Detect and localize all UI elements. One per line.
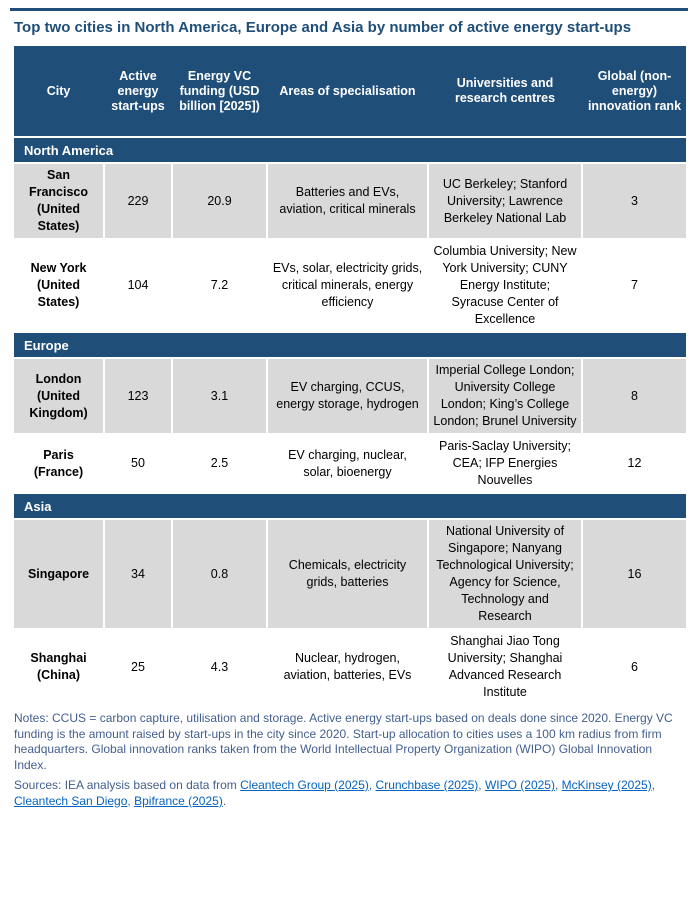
column-header-startups: Active energy start-ups [111, 68, 165, 113]
cell-funding: 20.9 [173, 164, 266, 238]
sources-separator: , [478, 778, 485, 792]
cell-areas: EV charging, CCUS, energy storage, hydro… [268, 359, 427, 433]
section-band: North America [14, 138, 686, 162]
table-row: London (United Kingdom) 123 3.1 EV charging… [14, 359, 686, 433]
sources-separator: , [127, 793, 135, 808]
sources-separator: , [368, 778, 376, 792]
cell-universities: Columbia University; New York University… [433, 244, 577, 326]
cell-startups: 123 [105, 359, 171, 433]
cell-startups: 25 [131, 659, 145, 674]
table-body: North America San Francisco (United State… [14, 138, 686, 704]
cell-city: Singapore [14, 520, 103, 628]
section-band: Europe [14, 333, 686, 357]
cell-startups: 104 [127, 278, 149, 292]
cell-funding: 2.5 [210, 456, 229, 470]
table-row: Shanghai (China) 25 4.3 Nuclear, hydrogen, … [14, 630, 686, 704]
cell-funding: 0.8 [173, 520, 266, 628]
sources-separator: , [554, 778, 562, 792]
table-row: Paris (France) 50 2.5 EV charging, nuclear,… [14, 435, 686, 492]
cell-rank: 7 [631, 278, 638, 292]
cell-areas: EV charging, nuclear, solar, bioenergy [288, 447, 407, 479]
cell-areas: Chemicals, electricity grids, batteries [268, 520, 427, 628]
cell-startups: 34 [105, 520, 171, 628]
table-notes: Notes: CCUS = carbon capture, utilisatio… [14, 711, 673, 772]
page-title: Top two cities in North America, Europe … [14, 19, 632, 36]
section-band: Asia [14, 494, 686, 518]
cell-startups: 229 [105, 164, 171, 238]
title-rule [10, 8, 688, 11]
cell-funding: 7.2 [210, 278, 229, 292]
cell-funding: 4.3 [210, 659, 229, 674]
sources-separator: . [222, 793, 227, 808]
column-header-universities: Universities and research centres [454, 76, 556, 105]
cell-universities: UC Berkeley; Stanford University; Lawren… [429, 164, 581, 238]
source-link[interactable]: WIPO (2025) [484, 778, 555, 792]
cities-table: City Active energy start-ups Energy VC f… [14, 46, 686, 704]
source-link[interactable]: Bpifrance (2025) [134, 793, 223, 808]
source-link[interactable]: Crunchbase (2025) [375, 778, 479, 792]
sources-prefix: Sources: IEA analysis based on data from [14, 778, 241, 792]
cell-city: New York (United States) [30, 261, 87, 309]
column-header-innovation-rank: Global (non-energy) innovation rank [587, 68, 682, 113]
cell-rank: 16 [583, 520, 686, 628]
cell-rank: 6 [631, 659, 638, 674]
column-header-areas: Areas of specialisation [279, 83, 416, 98]
cell-rank: 8 [583, 359, 686, 433]
column-header-vc-funding: Energy VC funding (USD billion [2025]) [179, 68, 260, 113]
cell-universities: National University of Singapore; Nanyan… [429, 520, 581, 628]
source-link[interactable]: McKinsey (2025) [561, 778, 652, 792]
cell-areas: Batteries and EVs, aviation, critical mi… [268, 164, 427, 238]
column-header-city: City [46, 83, 71, 98]
cell-city: London (United Kingdom) [14, 359, 103, 433]
cell-universities: Paris-Saclay University; CEA; IFP Energi… [439, 439, 571, 487]
cell-rank: 12 [627, 456, 642, 470]
table-row: Singapore 34 0.8 Chemicals, electricity gri… [14, 520, 686, 628]
cell-universities: Imperial College London; University Coll… [429, 359, 581, 433]
table-header-row: City Active energy start-ups Energy VC f… [14, 46, 686, 136]
cell-universities: Shanghai Jiao Tong University; Shanghai … [447, 634, 563, 699]
sources-separator: , [651, 778, 656, 792]
cell-startups: 50 [131, 456, 145, 470]
source-link[interactable]: Cleantech Group (2025) [240, 778, 369, 792]
table-row: San Francisco (United States) 229 20.9 Batt… [14, 164, 686, 238]
cell-city: San Francisco (United States) [14, 164, 103, 238]
cell-areas: EVs, solar, electricity grids, critical … [272, 261, 423, 309]
cell-funding: 3.1 [173, 359, 266, 433]
source-link[interactable]: Cleantech San Diego [14, 793, 128, 808]
cell-areas: Nuclear, hydrogen, aviation, batteries, … [283, 651, 412, 682]
table-row: New York (United States) 104 7.2 EVs, solar… [14, 240, 686, 331]
table-sources: Sources: IEA analysis based on data from… [14, 778, 685, 809]
cell-rank: 3 [583, 164, 686, 238]
cell-city: Shanghai (China) [30, 651, 87, 682]
cell-city: Paris (France) [33, 447, 84, 479]
